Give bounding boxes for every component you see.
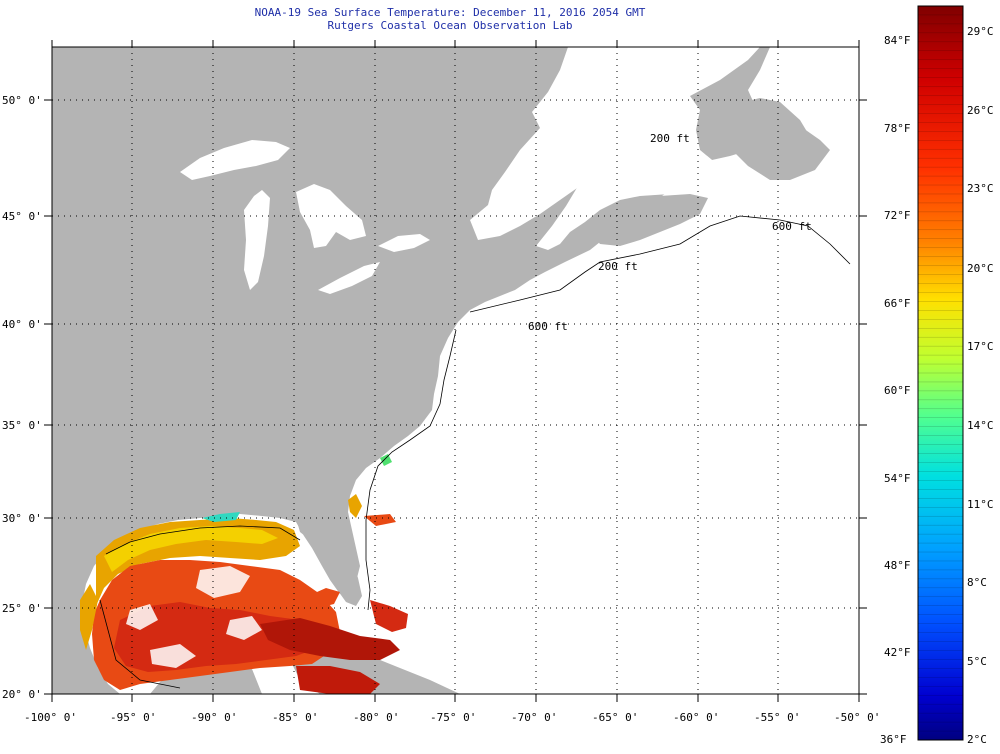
lon-label-50: -50° 0'	[834, 711, 880, 724]
lon-label-90: -90° 0'	[191, 711, 237, 724]
colorbar-f-label: 42°F	[884, 646, 911, 659]
colorbar-f-label: 54°F	[884, 472, 911, 485]
colorbar-c-label: 14°C	[967, 419, 994, 432]
lat-label-45: 45° 0'	[2, 210, 42, 223]
colorbar-c-label: 29°C	[967, 25, 994, 38]
isobath-label: 600 ft	[528, 320, 568, 333]
isobath-label: 200 ft	[650, 132, 690, 145]
lon-label-80: -80° 0'	[353, 711, 399, 724]
colorbar-f-label: 78°F	[884, 122, 911, 135]
lon-label-55: -55° 0'	[754, 711, 800, 724]
map-subtitle: Rutgers Coastal Ocean Observation Lab	[327, 19, 573, 32]
lat-label-20: 20° 0'	[2, 688, 42, 701]
colorbar-c-label: 8°C	[967, 576, 987, 589]
lat-label-30: 30° 0'	[2, 512, 42, 525]
land-florida	[296, 518, 362, 606]
isobath-label: 600 ft	[772, 220, 812, 233]
colorbar-c-label: 2°C	[967, 733, 987, 746]
colorbar-f-label: 48°F	[884, 559, 911, 572]
graticule	[52, 47, 859, 694]
isobath-label: 200 ft	[598, 260, 638, 273]
lake-huron	[296, 184, 366, 248]
colorbar	[917, 5, 964, 741]
colorbar-f-label: 66°F	[884, 297, 911, 310]
isobath-contours	[99, 215, 851, 689]
colorbar-c-label: 23°C	[967, 182, 994, 195]
colorbar-c-label: 26°C	[967, 104, 994, 117]
lat-label-25: 25° 0'	[2, 602, 42, 615]
colorbar-c-label: 11°C	[967, 498, 994, 511]
colorbar-c-label: 5°C	[967, 655, 987, 668]
lake-michigan	[244, 190, 270, 290]
lat-label-50: 50° 0'	[2, 94, 42, 107]
colorbar-c-label: 17°C	[967, 340, 994, 353]
lake-superior	[180, 140, 290, 180]
lon-label-60: -60° 0'	[673, 711, 719, 724]
lon-label-85: -85° 0'	[272, 711, 318, 724]
gulf-st-lawrence	[536, 92, 712, 250]
lon-label-95: -95° 0'	[110, 711, 156, 724]
colorbar-f-label: 84°F	[884, 34, 911, 47]
lon-label-70: -70° 0'	[511, 711, 557, 724]
map-title: NOAA-19 Sea Surface Temperature: Decembe…	[254, 6, 646, 19]
colorbar-bands	[918, 14, 963, 732]
colorbar-f-label: 72°F	[884, 209, 911, 222]
lon-label-75: -75° 0'	[430, 711, 476, 724]
lat-label-35: 35° 0'	[2, 419, 42, 432]
colorbar-f-label: 36°F	[880, 733, 907, 746]
lat-label-40: 40° 0'	[2, 318, 42, 331]
colorbar-f-label: 60°F	[884, 384, 911, 397]
tick-marks	[44, 40, 867, 702]
lon-label-65: -65° 0'	[592, 711, 638, 724]
colorbar-c-label: 20°C	[967, 262, 994, 275]
lon-label-100: -100° 0'	[24, 711, 77, 724]
land-newfoundland	[700, 98, 812, 166]
land-nova-scotia	[588, 194, 708, 246]
lake-erie	[318, 262, 380, 294]
lake-ontario	[378, 234, 430, 252]
